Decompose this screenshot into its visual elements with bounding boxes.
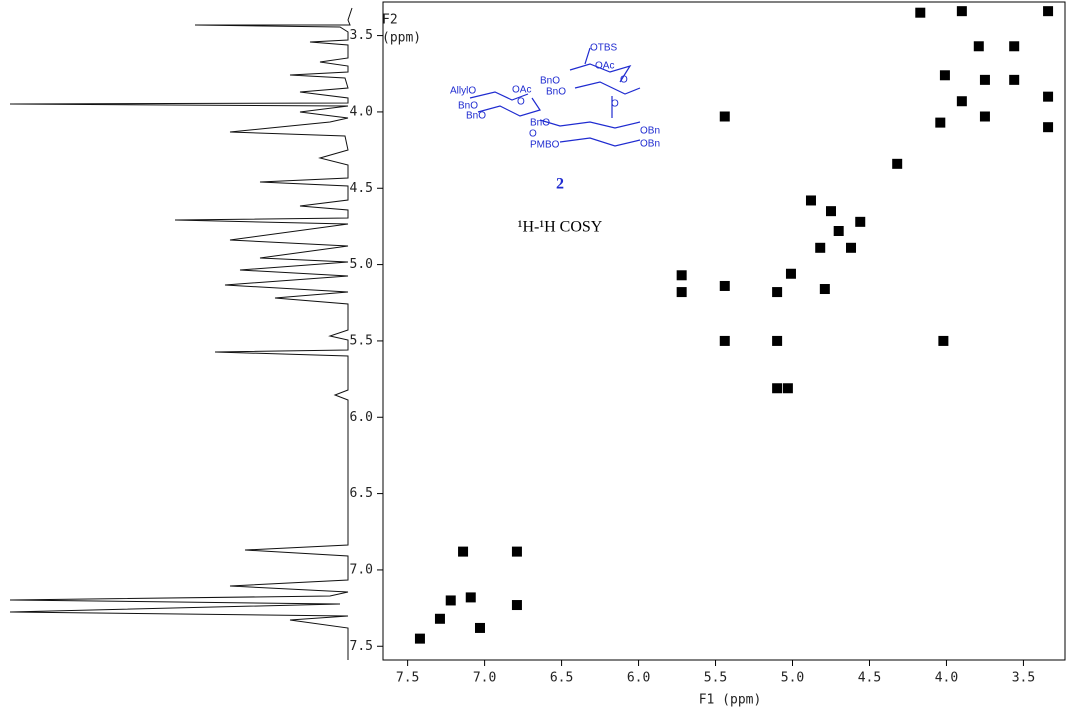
cross-peak xyxy=(833,226,844,237)
structure-bonds xyxy=(469,47,641,147)
cross-peak xyxy=(1009,74,1020,85)
y-tick-label: 6.0 xyxy=(350,410,373,425)
cross-peak xyxy=(825,206,836,217)
compound-number: 2 xyxy=(556,176,564,193)
cross-peak xyxy=(892,158,903,169)
structure-label: BnO xyxy=(530,118,550,129)
cross-peak xyxy=(434,613,445,624)
x-tick-label: 7.0 xyxy=(473,671,496,686)
y-tick-label: 3.5 xyxy=(350,28,373,43)
plot-frame xyxy=(382,1,1066,661)
structure-label: O xyxy=(620,75,628,86)
x-tick-label: 5.5 xyxy=(704,671,727,686)
x-tick-label: 5.0 xyxy=(781,671,804,686)
cross-peak xyxy=(719,335,730,346)
cross-peak xyxy=(782,383,793,394)
structure-label: OBn xyxy=(640,126,660,137)
projection-spectrum xyxy=(9,7,353,660)
cross-peak xyxy=(979,111,990,122)
cross-peak xyxy=(935,117,946,128)
cross-peak xyxy=(956,6,967,17)
y-axis-label: F2 xyxy=(382,13,398,28)
structure-label: BnO xyxy=(458,101,478,112)
cross-peak xyxy=(973,41,984,52)
cross-peak xyxy=(819,284,830,295)
cross-peak xyxy=(846,242,857,253)
cross-peak xyxy=(1009,41,1020,52)
y-tick-label: 5.0 xyxy=(350,257,373,272)
cross-peak xyxy=(676,287,687,298)
structure-label: BnO xyxy=(540,76,560,87)
structure-label: OBn xyxy=(640,139,660,150)
x-tick-label: 7.5 xyxy=(396,671,419,686)
cross-peak xyxy=(772,335,783,346)
x-tick-label: 6.5 xyxy=(550,671,573,686)
y-tick-label: 7.5 xyxy=(350,639,373,654)
y-tick-label: 5.5 xyxy=(350,333,373,348)
cross-peak xyxy=(772,287,783,298)
experiment-label: ¹H-¹H COSY xyxy=(518,219,603,236)
cross-peak xyxy=(511,546,522,557)
structure-label: AllylO xyxy=(450,86,476,97)
y-tick-label: 4.0 xyxy=(350,104,373,119)
cross-peak xyxy=(938,335,949,346)
x-axis-label: F1 (ppm) xyxy=(699,693,762,708)
structure-label: BnO xyxy=(546,87,566,98)
cross-peak xyxy=(815,242,826,253)
cross-peak xyxy=(458,546,469,557)
x-tick-label: 3.5 xyxy=(1012,671,1035,686)
cross-peak xyxy=(785,268,796,279)
y-tick-label: 7.0 xyxy=(350,562,373,577)
structure-label: OAc xyxy=(512,85,531,96)
cross-peak xyxy=(719,111,730,122)
cross-peak xyxy=(805,195,816,206)
cross-peak xyxy=(445,595,456,606)
structure-label: OTBS xyxy=(590,43,618,54)
cross-peak xyxy=(855,216,866,227)
y-tick-label: 4.5 xyxy=(350,181,373,196)
y-axis-label: (ppm) xyxy=(382,31,421,46)
x-tick-label: 6.0 xyxy=(627,671,650,686)
cross-peak xyxy=(676,270,687,281)
structure-label: O xyxy=(529,129,537,140)
cross-peak xyxy=(1043,6,1054,17)
structure-label: OAc xyxy=(595,61,614,72)
cross-peak xyxy=(719,280,730,291)
cross-peak xyxy=(474,622,485,633)
x-tick-label: 4.5 xyxy=(858,671,881,686)
cross-peak xyxy=(956,96,967,107)
cross-peak xyxy=(772,383,783,394)
structure-label: PMBO xyxy=(530,140,560,151)
y-tick-label: 6.5 xyxy=(350,486,373,501)
cross-peak xyxy=(1043,91,1054,102)
cross-peak xyxy=(465,592,476,603)
structure-label: BnO xyxy=(466,111,486,122)
cross-peak xyxy=(511,600,522,611)
structure-label: O xyxy=(517,97,525,108)
x-tick-label: 4.0 xyxy=(935,671,958,686)
structure-label: O xyxy=(611,99,619,110)
cross-peak xyxy=(979,74,990,85)
cross-peak xyxy=(1043,122,1054,133)
cross-peak xyxy=(414,633,425,644)
cross-peak xyxy=(915,7,926,18)
cross-peak xyxy=(939,70,950,81)
